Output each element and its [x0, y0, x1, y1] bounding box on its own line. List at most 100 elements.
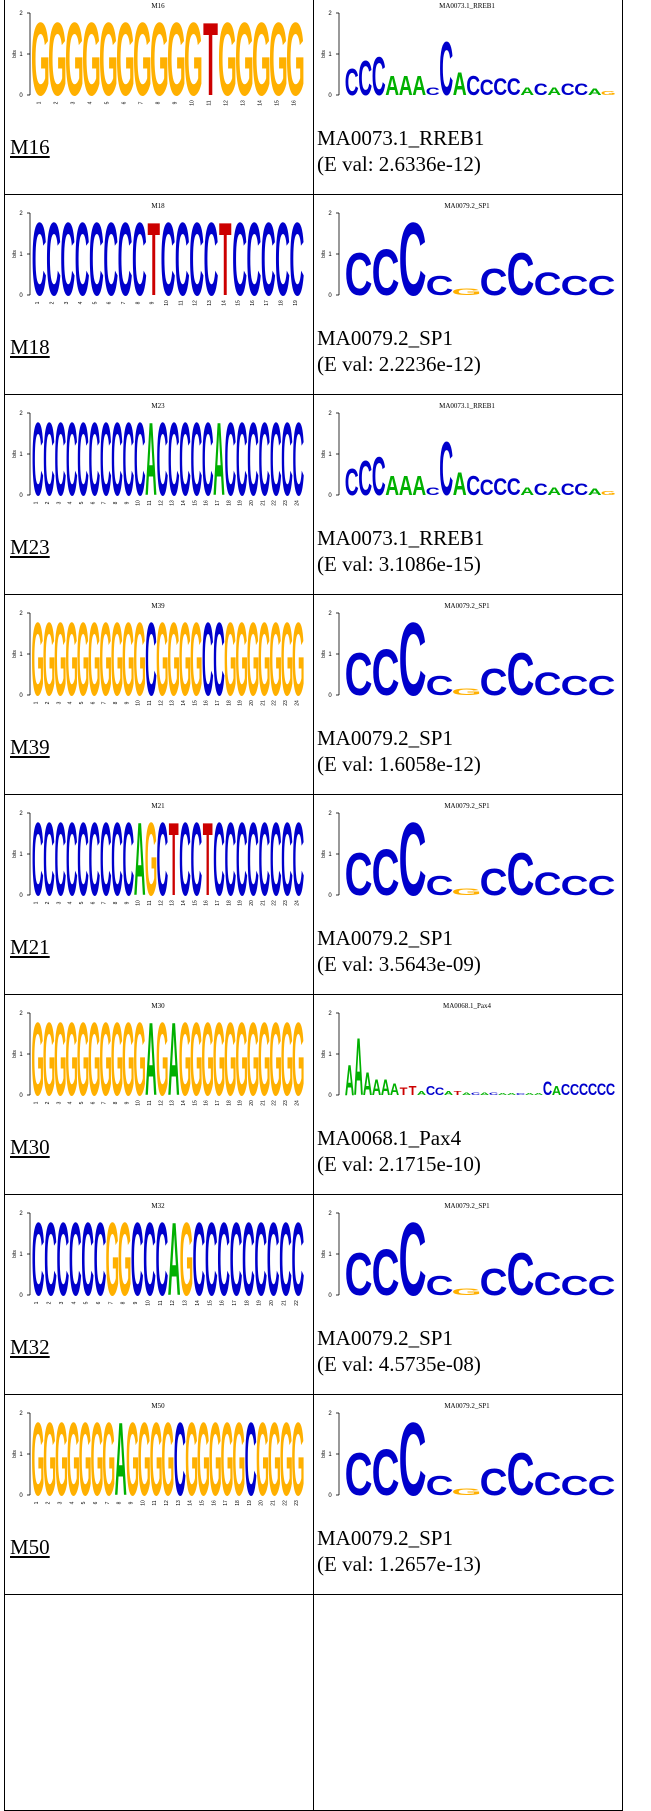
motif-link[interactable]: M39 [10, 735, 50, 759]
position-label: 11 [147, 1100, 153, 1105]
position-label: 21 [260, 500, 266, 506]
logo-letter: G [99, 1001, 112, 1117]
logo-letter: G [269, 601, 282, 717]
match-logo-letter: C [561, 480, 575, 498]
match-logo-letter: C [345, 462, 359, 504]
position-label: 8 [156, 101, 162, 104]
logo-letter: G [179, 601, 192, 717]
motif-link[interactable]: M21 [10, 935, 50, 959]
match-logo-letter: C [345, 1240, 373, 1308]
position-label: 2 [54, 101, 60, 104]
match-logo-letter: G [452, 687, 482, 697]
motif-link[interactable]: M50 [10, 1535, 50, 1559]
position-label: 8 [117, 1501, 123, 1504]
logo-letter: G [161, 1401, 174, 1517]
logo-letter: G [281, 1001, 294, 1117]
match-logo-title: MA0079.2_SP1 [444, 1202, 490, 1210]
position-label: 18 [226, 1100, 232, 1106]
logo-letter: G [190, 601, 203, 717]
match-logo-letter: C [480, 861, 508, 904]
position-label: 1 [37, 101, 43, 104]
logo-letter: A [168, 1001, 180, 1117]
table-row: M18 2 1 0 bits C 1 C 2 C 3 C 4 C 5 C 6 C 7 C 8 T 9 C 10 C 11 C 12 C 13… [4, 194, 623, 395]
logo-title: M32 [151, 1202, 165, 1210]
match-logo-letter: C [466, 72, 480, 102]
match-logo-letter: C [507, 640, 535, 708]
match-logo-letter: C [399, 801, 427, 917]
logo-letter: C [175, 201, 190, 317]
match-logo-letter: C [480, 661, 508, 704]
match-logo-letter: C [561, 1271, 589, 1301]
position-label: 15 [236, 300, 242, 306]
position-label: 6 [90, 701, 96, 704]
position-label: 16 [204, 900, 210, 906]
match-logo-letter: A [399, 72, 413, 102]
logo-letter: C [66, 401, 78, 517]
position-label: 21 [270, 1500, 276, 1506]
position-label: 16 [220, 1300, 226, 1306]
match-logo-letter: A [444, 1091, 453, 1097]
match-logo-letter: A [520, 86, 534, 98]
match-logo-title: MA0079.2_SP1 [444, 602, 490, 610]
position-label: 5 [81, 1501, 87, 1504]
position-label: 22 [272, 700, 278, 706]
logo-letter: A [145, 401, 157, 517]
logo-letter: G [235, 601, 248, 717]
match-logo-letter: C [399, 201, 427, 317]
match-logo-letter: C [372, 446, 386, 507]
logo-letter: C [118, 201, 133, 317]
match-logo-title: MA0073.1_RREB1 [439, 2, 495, 10]
logo-letter: C [258, 401, 270, 517]
match-logo-letter: C [606, 1082, 616, 1100]
match-logo-letter: C [588, 671, 616, 701]
logo-letter: G [167, 3, 186, 117]
match-logo-letter: A [381, 1075, 390, 1099]
table-row: M32 2 1 0 bits C 1 C 2 C 3 C 4 C 5 C 6 G 7 G 8 C 9 C 10 C 11 A 12 G 13… [4, 1194, 623, 1395]
logo-letter: G [43, 1401, 56, 1517]
position-label: 18 [226, 700, 232, 706]
motif-cell: M32 2 1 0 bits C 1 C 2 C 3 C 4 C 5 C 6 G 7 G 8 C 9 C 10 C 11 A 12 G 13… [4, 1194, 314, 1395]
position-label: 5 [79, 701, 85, 704]
position-label: 21 [281, 1300, 287, 1306]
logo-letter: C [81, 1200, 94, 1317]
position-label: 13 [241, 100, 247, 106]
position-label: 10 [145, 1300, 151, 1306]
match-logo-letter: G [452, 1287, 482, 1297]
match-name: MA0079.2_SP1 [317, 1526, 453, 1550]
match-cell: MA0073.1_RREB1 2 1 0 bits C C C A A A C C A C C C C A C A C C A… [313, 394, 623, 595]
match-logo-letter: A [588, 487, 602, 497]
match-logo-letter: C [426, 271, 454, 301]
position-label: 4 [88, 101, 94, 104]
position-label: 17 [223, 1500, 229, 1506]
position-label: 10 [190, 100, 196, 106]
y-tick-label: 2 [19, 811, 23, 817]
logo-letter: C [267, 1200, 280, 1317]
logo-letter: G [111, 601, 124, 717]
logo-title: M18 [151, 202, 165, 210]
position-label: 13 [170, 500, 176, 506]
match-logo-letter: C [507, 840, 535, 908]
logo-letter: G [269, 3, 288, 117]
motif-link[interactable]: M30 [10, 1135, 50, 1159]
logo-letter: G [105, 1200, 119, 1317]
match-logo-letter: C [345, 62, 359, 104]
position-label: 3 [64, 301, 70, 304]
motif-link[interactable]: M16 [10, 135, 50, 159]
motif-link[interactable]: M18 [10, 335, 50, 359]
logo-letter: T [147, 201, 159, 317]
motif-link[interactable]: M23 [10, 535, 50, 559]
y-axis-label: bits [12, 1050, 18, 1058]
motif-link[interactable]: M32 [10, 1335, 50, 1359]
logo-letter: C [32, 801, 44, 917]
logo-letter: G [221, 1401, 234, 1517]
match-logo-letter: C [570, 1081, 579, 1098]
position-label: 9 [173, 101, 179, 104]
logo-letter: G [235, 1001, 248, 1117]
y-tick-label: 2 [328, 611, 332, 617]
logo-letter: C [236, 801, 248, 917]
match-logo-letter: C [372, 836, 400, 909]
y-tick-label: 1 [328, 52, 332, 58]
match-evalue: (E val: 1.6058e-12) [317, 752, 481, 776]
